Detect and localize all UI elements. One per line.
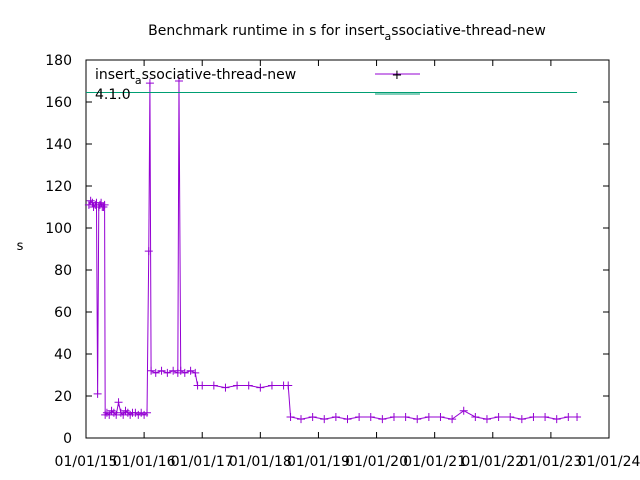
y-tick-label: 120 xyxy=(45,179,72,195)
data-point xyxy=(114,398,123,407)
data-point xyxy=(163,368,172,377)
axes: 0 20 40 60 80 100 120 140 160 180 01/01/1501/01/16… xyxy=(45,53,640,470)
y-tick-label: 180 xyxy=(45,53,72,69)
data-point xyxy=(413,415,422,424)
data-point xyxy=(355,413,364,421)
data-point xyxy=(378,415,387,424)
data-point xyxy=(343,415,352,424)
data-point xyxy=(284,381,293,390)
data-point xyxy=(100,200,109,209)
x-tick-label: 01/01/16 xyxy=(113,454,176,470)
data-point xyxy=(552,415,561,424)
data-point xyxy=(145,79,154,88)
x-tick-label: 01/01/18 xyxy=(229,454,292,470)
data-point xyxy=(143,408,152,417)
data-point xyxy=(482,415,491,424)
x-tick-label: 01/01/24 xyxy=(578,454,640,470)
y-axis-label: s xyxy=(17,239,24,254)
y-tick-label: 140 xyxy=(45,137,72,153)
data-point xyxy=(573,413,582,421)
data-point xyxy=(198,381,207,390)
data-point xyxy=(191,368,200,377)
data-point xyxy=(151,368,160,377)
data-point xyxy=(517,415,526,424)
data-point xyxy=(448,415,457,424)
data-point xyxy=(436,413,445,421)
legend: insertassociative-thread-new + 4.1.0 xyxy=(95,67,420,103)
data-point xyxy=(169,366,178,375)
x-tick-label: 01/01/19 xyxy=(287,454,350,470)
y-tick-label: 60 xyxy=(54,305,72,321)
data-point xyxy=(86,196,95,205)
data-point xyxy=(144,247,153,256)
legend-label-series-1: insertassociative-thread-new xyxy=(95,67,296,87)
data-point xyxy=(320,415,329,424)
series-line-1 xyxy=(88,80,578,420)
data-point xyxy=(209,381,218,390)
data-point xyxy=(119,410,128,419)
data-point xyxy=(176,366,185,375)
x-tick-label: 01/01/17 xyxy=(171,454,234,470)
data-point xyxy=(424,413,433,421)
data-point xyxy=(221,383,230,392)
data-point xyxy=(506,413,515,421)
data-point xyxy=(97,198,106,207)
x-tick-label: 01/01/15 xyxy=(55,454,118,470)
data-point xyxy=(331,413,340,421)
data-point xyxy=(494,413,503,421)
data-point xyxy=(105,410,114,419)
x-tick-label: 01/01/20 xyxy=(345,454,408,470)
data-point xyxy=(174,77,183,85)
data-point xyxy=(366,413,375,421)
y-tick-label: 40 xyxy=(54,347,72,363)
data-point xyxy=(267,381,276,390)
data-point xyxy=(233,381,242,390)
data-point xyxy=(157,366,166,375)
data-point xyxy=(297,415,306,424)
legend-marker-series-1: + xyxy=(392,68,403,83)
data-point xyxy=(308,413,317,421)
data-point xyxy=(180,368,189,377)
legend-label-series-2: 4.1.0 xyxy=(95,87,131,103)
data-point xyxy=(256,383,265,392)
data-point xyxy=(459,406,468,415)
data-point xyxy=(286,413,295,421)
plot-border xyxy=(85,59,610,439)
x-tick-label: 01/01/21 xyxy=(403,454,466,470)
data-point xyxy=(529,413,538,421)
x-tick-label: 01/01/22 xyxy=(461,454,524,470)
x-tick-label: 01/01/23 xyxy=(519,454,582,470)
data-point xyxy=(244,381,253,390)
y-tick-label: 20 xyxy=(54,389,72,405)
data-point xyxy=(99,203,108,211)
y-tick-label: 0 xyxy=(63,431,72,447)
data-point xyxy=(401,413,410,421)
data-point xyxy=(112,410,121,419)
series-layer xyxy=(84,77,582,424)
data-point xyxy=(541,413,550,421)
data-point xyxy=(93,389,102,398)
y-tick-label: 160 xyxy=(45,95,72,111)
y-tick-label: 80 xyxy=(54,263,72,279)
data-point xyxy=(147,366,156,375)
data-point xyxy=(471,413,480,421)
chart-title: Benchmark runtime in s for insertassocia… xyxy=(148,23,546,43)
y-tick-label: 100 xyxy=(45,221,72,237)
data-point xyxy=(389,413,398,421)
data-point xyxy=(186,366,195,375)
data-point xyxy=(564,413,573,421)
